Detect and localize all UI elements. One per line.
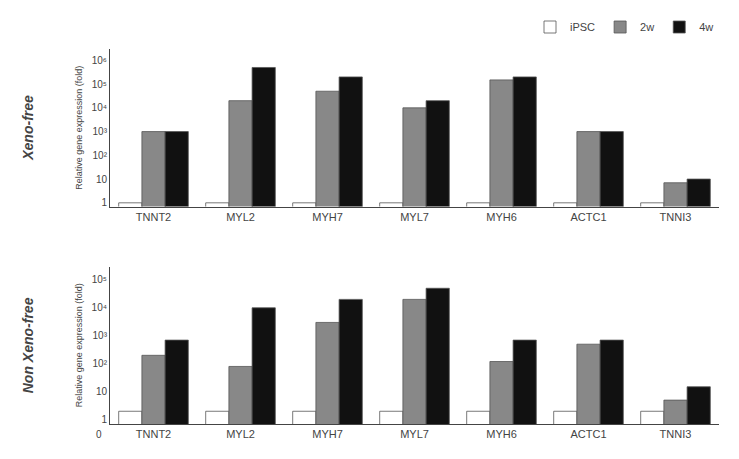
svg-text:10²: 10²: [93, 150, 108, 161]
svg-text:Non Xeno-free: Non Xeno-free: [20, 297, 36, 393]
svg-text:TNNT2: TNNT2: [136, 428, 171, 440]
svg-text:4w: 4w: [699, 21, 713, 33]
svg-text:10: 10: [96, 174, 108, 185]
svg-text:Relative gene expression (fold: Relative gene expression (fold): [74, 283, 84, 407]
svg-text:iPSC: iPSC: [570, 21, 595, 33]
svg-text:10⁴: 10⁴: [92, 302, 107, 313]
svg-text:MYL7: MYL7: [400, 211, 429, 223]
svg-text:TNNT2: TNNT2: [136, 211, 171, 223]
svg-text:10: 10: [96, 386, 108, 397]
svg-text:MYL7: MYL7: [400, 428, 429, 440]
svg-text:2w: 2w: [640, 21, 654, 33]
svg-text:10⁴: 10⁴: [92, 102, 107, 113]
svg-text:MYH6: MYH6: [486, 211, 517, 223]
svg-text:1: 1: [101, 414, 107, 425]
svg-text:Relative gene expression (fold: Relative gene expression (fold): [74, 66, 84, 190]
svg-text:MYH7: MYH7: [312, 428, 343, 440]
svg-text:10²: 10²: [93, 358, 108, 369]
svg-text:10⁵: 10⁵: [92, 79, 107, 90]
svg-text:TNNI3: TNNI3: [660, 428, 692, 440]
svg-text:Xeno-free: Xeno-free: [20, 95, 36, 161]
svg-text:10³: 10³: [93, 126, 108, 137]
svg-text:MYL2: MYL2: [226, 211, 255, 223]
svg-text:MYH6: MYH6: [486, 428, 517, 440]
svg-text:ACTC1: ACTC1: [570, 211, 606, 223]
svg-text:ACTC1: ACTC1: [570, 428, 606, 440]
svg-text:10³: 10³: [93, 330, 108, 341]
svg-text:0: 0: [96, 429, 102, 440]
svg-text:TNNI3: TNNI3: [660, 211, 692, 223]
svg-text:10⁵: 10⁵: [92, 274, 107, 285]
svg-text:1: 1: [101, 197, 107, 208]
svg-text:10⁶: 10⁶: [92, 55, 107, 66]
svg-text:MYL2: MYL2: [226, 428, 255, 440]
svg-text:MYH7: MYH7: [312, 211, 343, 223]
